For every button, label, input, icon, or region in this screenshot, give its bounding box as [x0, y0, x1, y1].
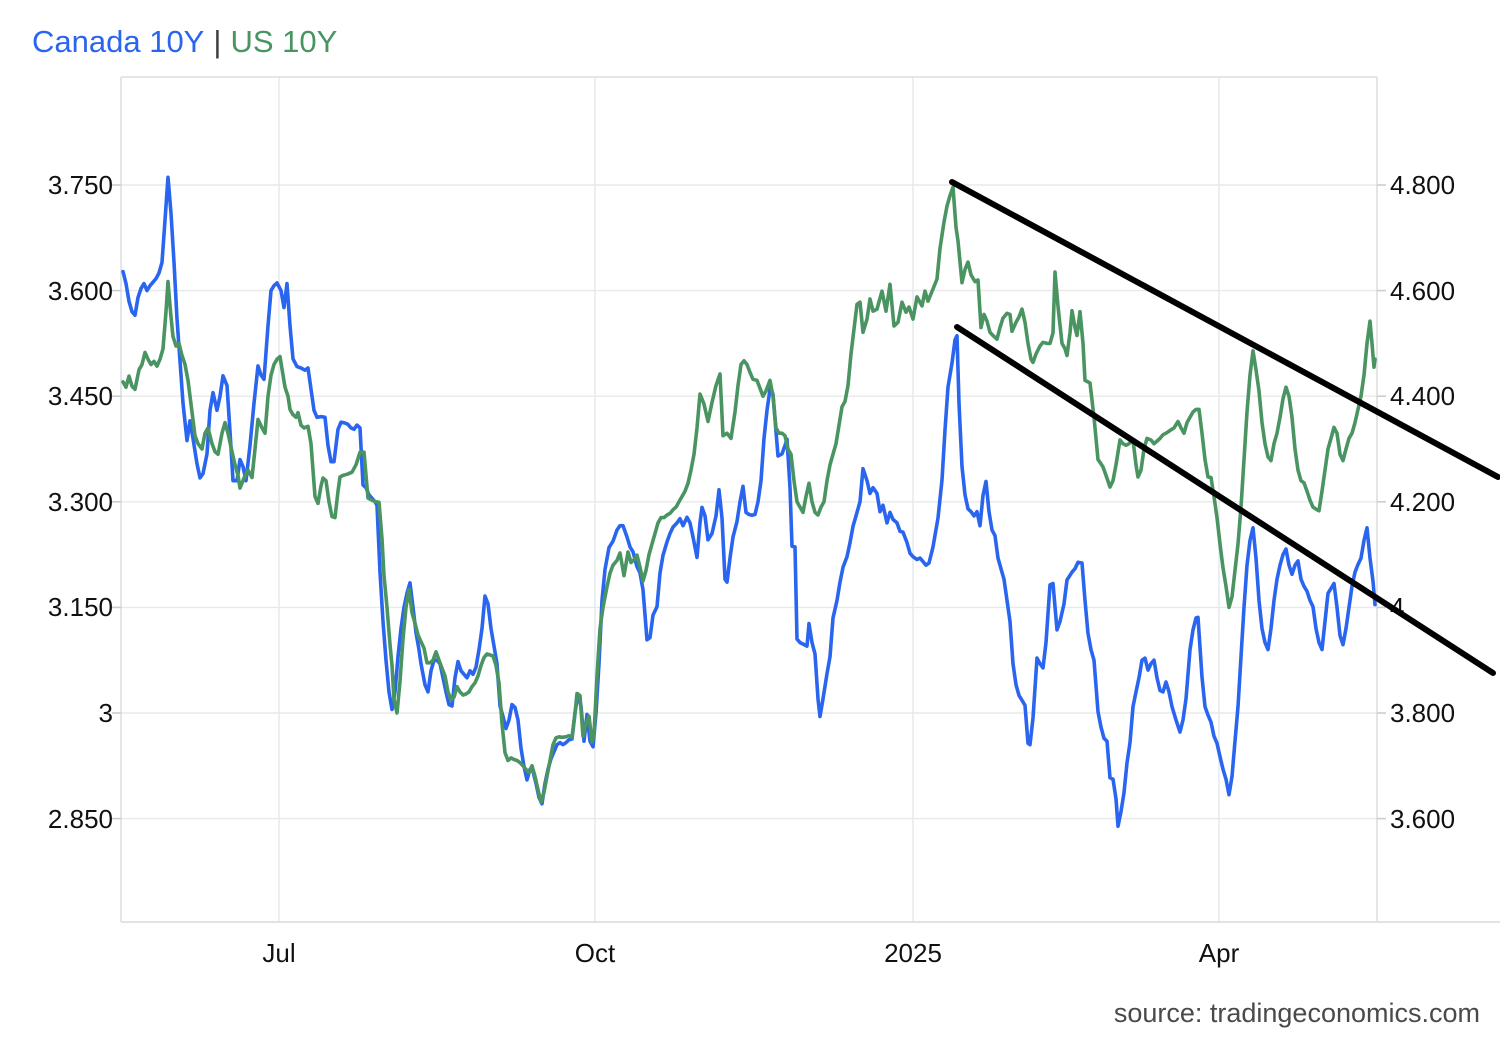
annotation-lower-downtrend-line[interactable] [954, 324, 1496, 676]
source-attribution: source: tradingeconomics.com [1113, 998, 1480, 1028]
x-axis-label-Apr: Apr [1198, 938, 1240, 968]
y-axis-label-left-2.850: 2.850 [47, 803, 113, 834]
legend-us-10y[interactable]: US 10Y [230, 24, 338, 59]
annotation-upper-downtrend-line[interactable] [949, 179, 1500, 480]
y-axis-label-left-3.300: 3.300 [47, 486, 113, 517]
y-axis-label-left-3: 3 [98, 698, 113, 728]
y-axis-label-left-3.600: 3.600 [47, 275, 113, 306]
y-axis-label-right-4.200: 4.200 [1390, 486, 1456, 517]
chart-legend: Canada 10Y | US 10Y [32, 24, 337, 60]
y-axis-label-right-4.400: 4.400 [1390, 381, 1456, 412]
series-line-us-10y[interactable] [121, 185, 1377, 804]
legend-separator: | [213, 24, 222, 59]
x-axis-label-2025: 2025 [884, 938, 942, 968]
x-axis-label-Jul: Jul [262, 938, 296, 968]
y-axis-label-right-4.800: 4.800 [1390, 170, 1456, 200]
y-axis-label-left-3.450: 3.450 [47, 381, 113, 412]
y-axis-label-right-4.600: 4.600 [1390, 275, 1456, 306]
series-line-canada-10y[interactable] [121, 175, 1377, 829]
x-axis-label-Oct: Oct [574, 938, 616, 968]
legend-canada-10y[interactable]: Canada 10Y [32, 24, 205, 59]
y-axis-label-left-3.750: 3.750 [47, 170, 113, 200]
y-axis-label-right-3.800: 3.800 [1390, 698, 1456, 728]
y-axis-label-left-3.150: 3.150 [47, 592, 113, 623]
y-axis-label-right-3.600: 3.600 [1390, 803, 1456, 834]
